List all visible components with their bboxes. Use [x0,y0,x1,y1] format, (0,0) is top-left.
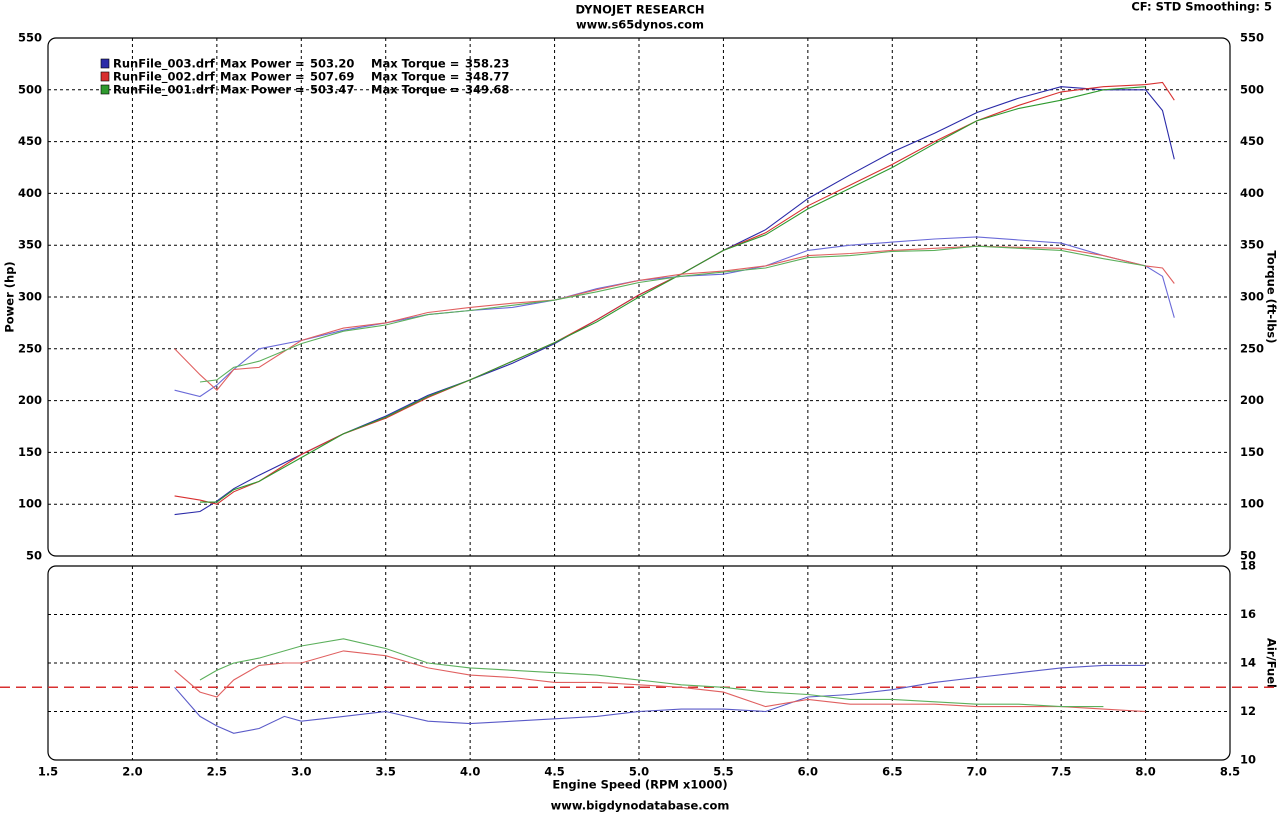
curve [199,638,1104,708]
curve [174,664,1146,734]
legend-power: 503.47 [310,83,354,97]
y2-tick-label: 150 [1240,445,1264,459]
y2-tick-label: 50 [1240,549,1256,563]
y-tick-label: 350 [18,238,42,252]
x-tick-label: 3.5 [376,765,396,779]
x-tick-label: 5.0 [629,765,649,779]
x-tick-label: 6.0 [798,765,818,779]
legend-power: 507.69 [310,70,354,84]
y2-tick-label: 200 [1240,393,1264,407]
y-tick-label: 100 [18,497,42,511]
x-tick-label: 4.0 [460,765,480,779]
y2-tick-label: 500 [1240,82,1264,96]
x-tick-label: 5.5 [713,765,733,779]
legend-power-label: Max Power = [220,57,305,71]
x-tick-label: 1.5 [38,765,58,779]
legend-torque-label: Max Torque = [371,70,459,84]
footer: www.bigdynodatabase.com [551,799,730,813]
legend-power-label: Max Power = [220,83,305,97]
legend-torque: 358.23 [465,57,509,71]
y-tick-label: 500 [18,82,42,96]
legend-swatch [100,84,110,95]
x-tick-label: 2.0 [122,765,142,779]
legend-swatch [100,71,110,82]
y2-tick-label: 300 [1240,290,1264,304]
x-tick-label: 2.5 [207,765,227,779]
subtitle: www.s65dynos.com [576,18,704,32]
y-tick-label: 400 [18,186,42,200]
y-tick-label: 450 [18,134,42,148]
afr-tick-label: 16 [1240,607,1256,621]
x-tick-label: 3.0 [291,765,311,779]
curve [174,650,1146,713]
curve [199,245,1146,383]
afr-tick-label: 12 [1240,704,1256,718]
legend-torque: 348.77 [465,70,509,84]
y2-tick-label: 450 [1240,134,1264,148]
x-tick-label: 8.5 [1220,765,1240,779]
x-tick-label: 7.0 [967,765,987,779]
y2-tick-label: 400 [1240,186,1264,200]
legend-name: RunFile_002.drf [113,70,216,85]
y-tick-label: 300 [18,290,42,304]
x-tick-label: 6.5 [882,765,902,779]
curve [174,236,1175,398]
y-tick-label: 250 [18,341,42,355]
y-tick-label: 200 [18,393,42,407]
afr-tick-label: 14 [1240,656,1256,670]
legend-name: RunFile_003.drf [113,57,216,72]
afr-tick-label: 18 [1240,559,1256,573]
y-tick-label: 150 [18,445,42,459]
legend-power-label: Max Power = [220,70,305,84]
curve [200,86,1146,503]
legend-swatch [100,58,110,69]
legend-torque-label: Max Torque = [371,57,459,71]
legend-torque: 349.68 [465,83,509,97]
title: DYNOJET RESEARCH [575,3,704,17]
y2-axis-label: Torque (ft-lbs) [1265,251,1279,344]
x-tick-label: 4.5 [544,765,564,779]
y2-tick-label: 350 [1240,238,1264,252]
settings: CF: STD Smoothing: 5 [1131,0,1272,14]
afr-axis-label: Air/Fuel [1265,638,1279,688]
y2-tick-label: 250 [1240,341,1264,355]
curve [174,81,1175,505]
y-tick-label: 550 [18,31,42,45]
y2-tick-label: 550 [1240,31,1264,45]
x-tick-label: 7.5 [1051,765,1071,779]
legend-name: RunFile_001.drf [113,83,216,98]
curve [174,245,1175,392]
y-tick-label: 50 [26,549,42,563]
legend-torque-label: Max Torque = [371,83,459,97]
y2-tick-label: 100 [1240,497,1264,511]
afr-tick-label: 10 [1240,753,1256,767]
y-axis-label: Power (hp) [3,261,17,332]
x-axis-label: Engine Speed (RPM x1000) [552,778,727,792]
x-tick-label: 8.0 [1135,765,1155,779]
legend-power: 503.20 [310,57,354,71]
